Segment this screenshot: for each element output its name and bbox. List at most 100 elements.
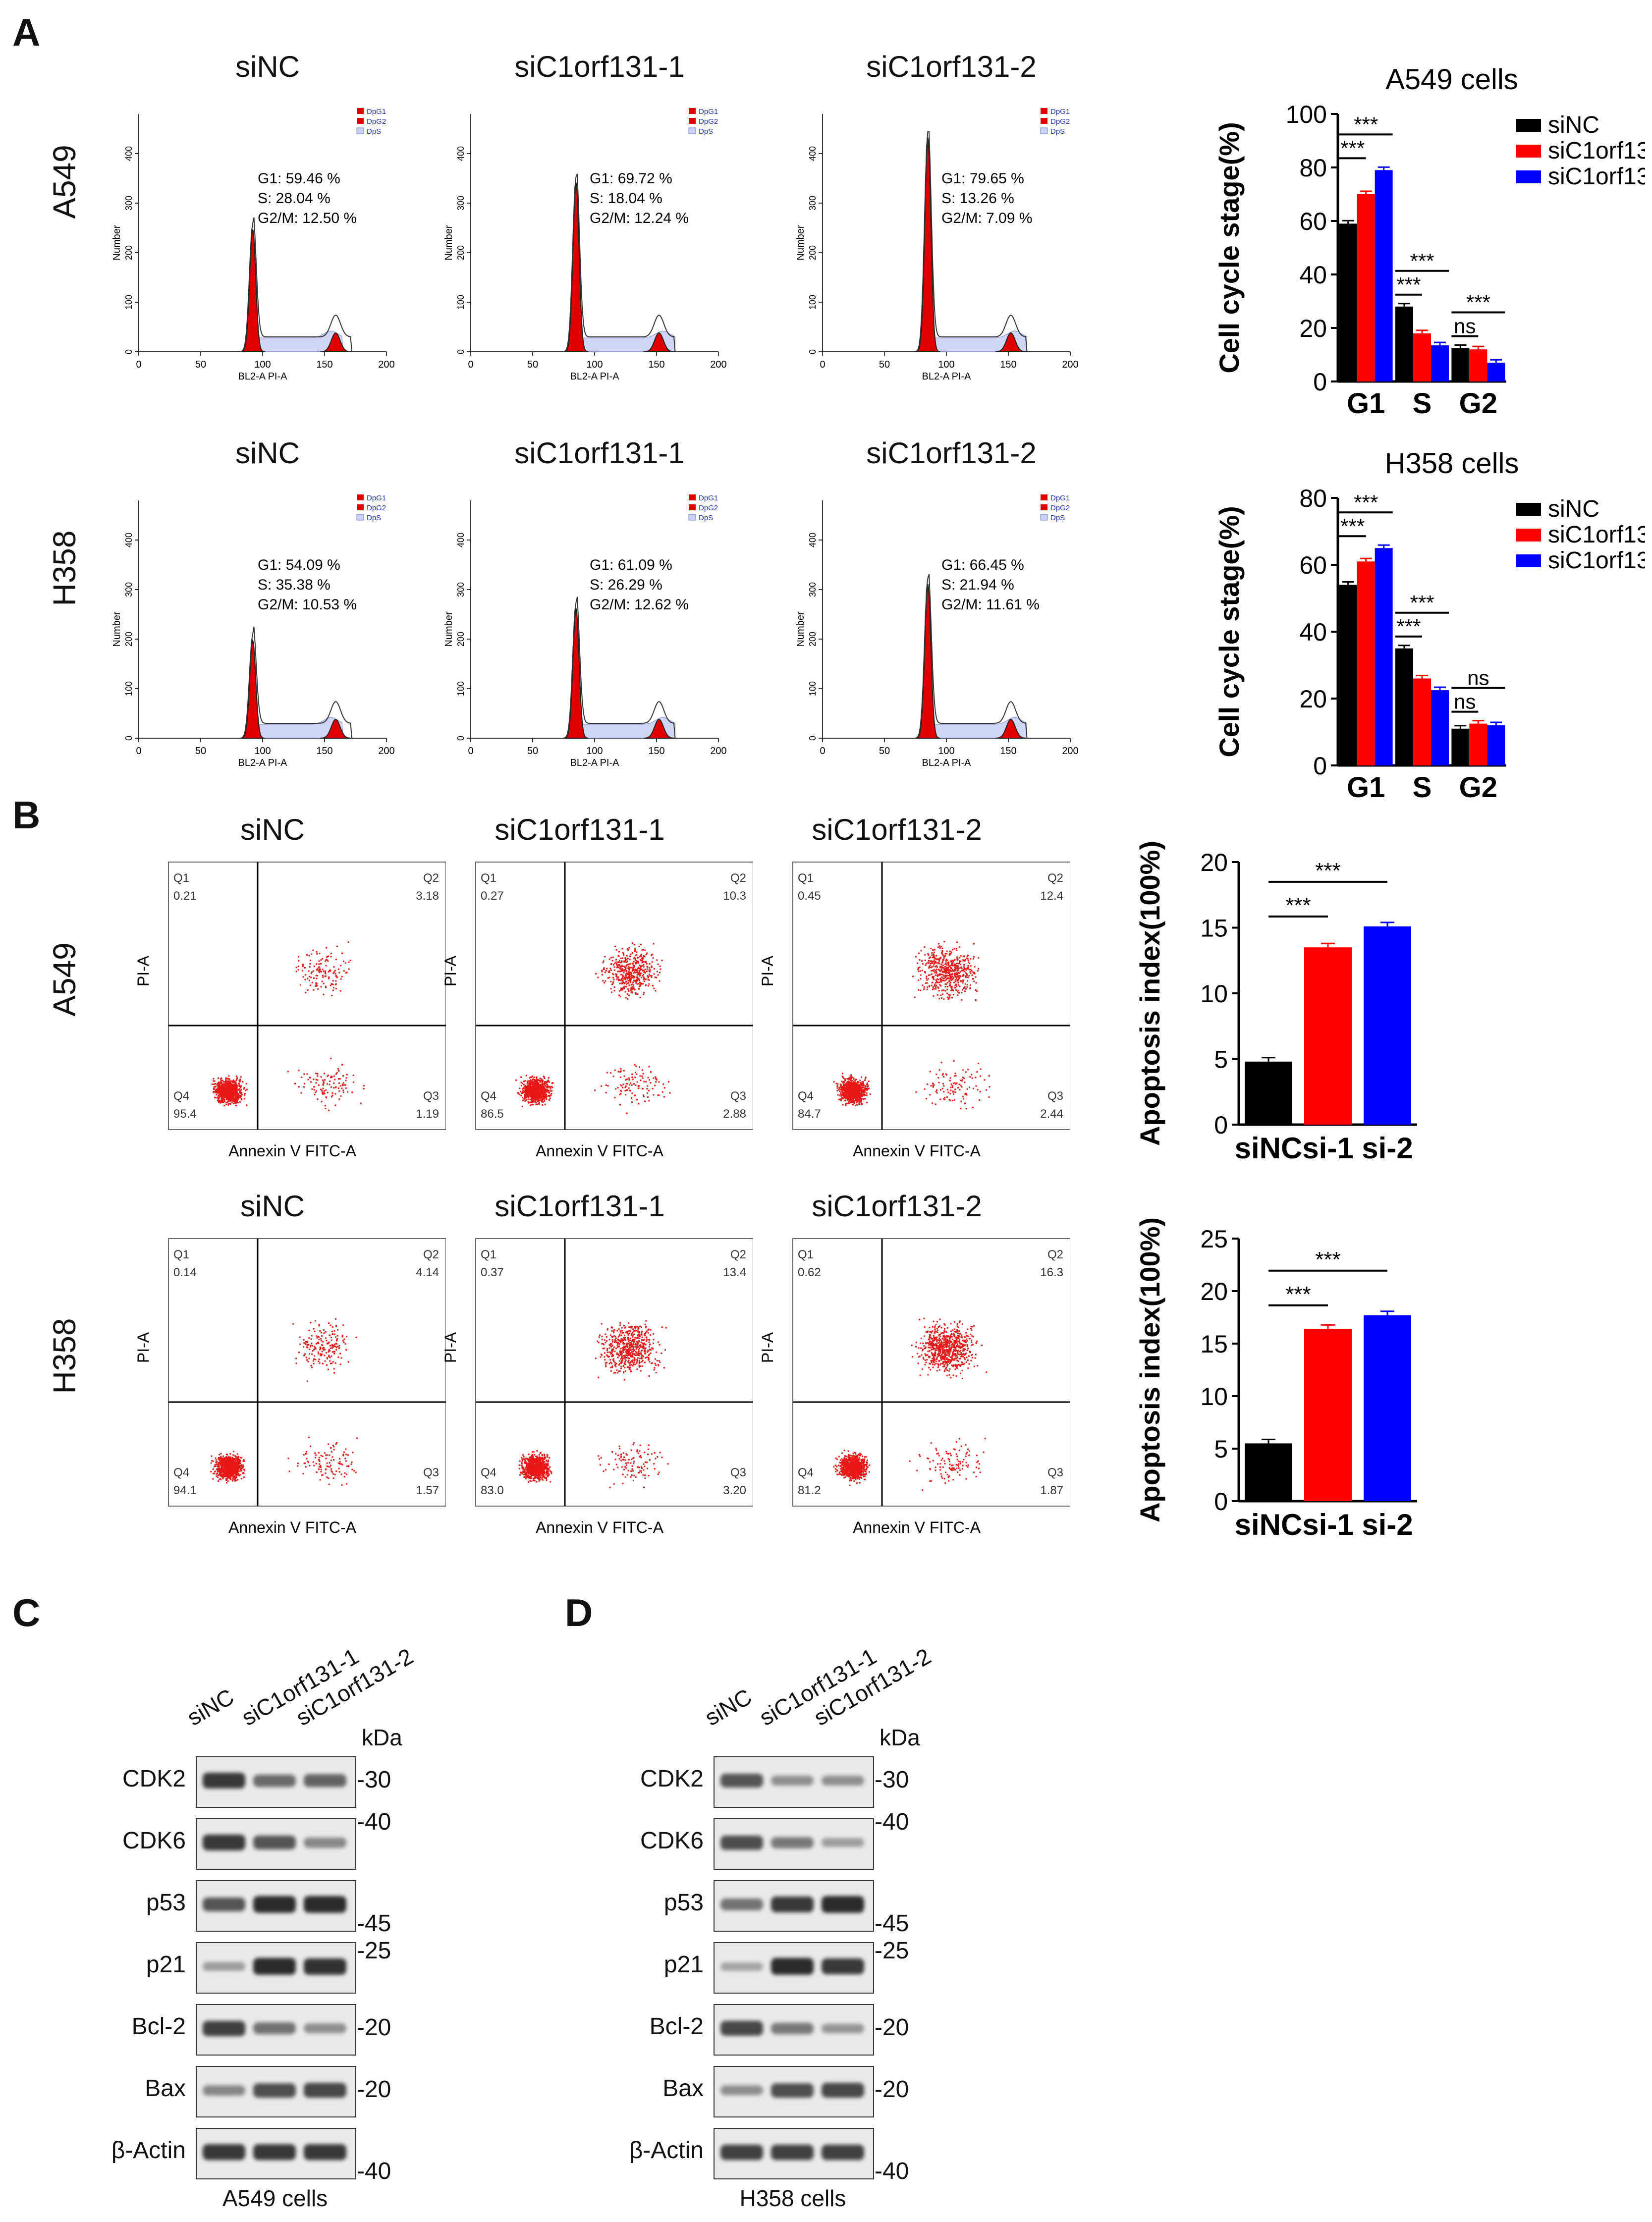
protein-label: β-Actin <box>111 2137 186 2164</box>
svg-text:G1: 59.46 %: G1: 59.46 % <box>258 170 340 187</box>
svg-text:300: 300 <box>808 196 818 211</box>
protein-band <box>822 2023 864 2033</box>
svg-text:DpS: DpS <box>699 127 713 136</box>
svg-text:50: 50 <box>527 359 538 370</box>
legend-entry: siC1orf131-2 <box>1548 547 1645 574</box>
svg-text:G1: 66.45 %: G1: 66.45 % <box>941 557 1024 573</box>
kda-marker: -20 <box>357 2014 391 2041</box>
protein-band <box>304 1896 346 1913</box>
kda-marker: -40 <box>357 1809 391 1835</box>
svg-text:300: 300 <box>124 582 134 597</box>
svg-text:DpS: DpS <box>367 127 381 136</box>
legend-entry: siC1orf131-1 <box>1548 138 1645 164</box>
protein-band <box>253 2144 296 2160</box>
significance-label: *** <box>1285 1282 1311 1306</box>
chart-y-label: Apoptosis index(100%) <box>1134 1217 1165 1522</box>
svg-text:BL2-A PI-A: BL2-A PI-A <box>922 371 972 382</box>
panel-letter-b: B <box>12 793 41 837</box>
svg-text:300: 300 <box>456 196 466 211</box>
protein-band <box>720 2021 763 2036</box>
significance-label: ns <box>1454 315 1476 338</box>
svg-text:Q2: Q2 <box>1047 871 1063 885</box>
bar-si-2 <box>1364 926 1411 1125</box>
protein-band <box>203 1962 245 1971</box>
protein-label: Bcl-2 <box>649 2013 704 2040</box>
protein-band <box>822 2083 864 2098</box>
panel-letter-a: A <box>12 10 41 54</box>
protein-band <box>720 2144 763 2160</box>
svg-text:G2/M: 12.62 %: G2/M: 12.62 % <box>590 596 689 613</box>
svg-text:150: 150 <box>648 359 664 370</box>
svg-text:200: 200 <box>378 746 394 757</box>
svg-text:BL2-A PI-A: BL2-A PI-A <box>238 371 288 382</box>
bar-s-2 <box>1431 345 1449 381</box>
svg-text:50: 50 <box>527 746 538 757</box>
svg-text:100: 100 <box>254 359 271 370</box>
bar-chart-h358-apoptosis: Apoptosis index(100%) 0 5 10 15 20 25 siNC si-1 s… <box>1134 1217 1417 1541</box>
protein-band <box>253 1958 296 1975</box>
protein-band <box>771 2022 814 2034</box>
kda-marker: -25 <box>357 1938 391 1964</box>
protein-band <box>771 2083 814 2098</box>
protein-band <box>253 1896 296 1913</box>
y-tick-label: 20 <box>1200 1278 1228 1305</box>
kda-marker: -40 <box>357 2158 391 2184</box>
svg-text:PI-A: PI-A <box>441 955 459 986</box>
svg-text:S: 18.04 %: S: 18.04 % <box>590 190 662 207</box>
svg-text:2.88: 2.88 <box>723 1107 746 1121</box>
annexin-pi-scatter: Q1 0.27 Q2 10.3 Q4 86.5 Q3 2.88 Annexin V FITC-A… <box>441 862 753 1160</box>
blot-strip <box>196 1880 356 1932</box>
protein-label: p21 <box>663 1951 704 1978</box>
bar-s-1 <box>1413 333 1431 381</box>
protein-band <box>253 2083 296 2098</box>
svg-text:300: 300 <box>808 582 818 597</box>
svg-text:100: 100 <box>254 746 271 757</box>
svg-text:0: 0 <box>820 746 825 757</box>
significance-label: ns <box>1454 690 1476 713</box>
protein-label: CDK2 <box>640 1766 704 1792</box>
bar-g2-1 <box>1469 723 1487 765</box>
svg-text:BL2-A PI-A: BL2-A PI-A <box>238 758 288 768</box>
svg-text:DpS: DpS <box>367 514 381 522</box>
kda-marker: -45 <box>357 1910 391 1937</box>
svg-text:0: 0 <box>468 359 473 370</box>
cell-cycle-histogram: 0 50 100 150 200 0 100 200 300 400 Number BL2-A PI-… <box>795 494 1079 768</box>
protein-band <box>822 1958 864 1974</box>
svg-text:50: 50 <box>195 359 206 370</box>
svg-text:DpG2: DpG2 <box>699 117 718 126</box>
histogram-title: siC1orf131-2 <box>866 436 1037 470</box>
blot-strip <box>714 1880 874 1932</box>
panel-letter-d: D <box>565 1591 593 1634</box>
kda-marker: -30 <box>875 1767 909 1793</box>
svg-text:DpG2: DpG2 <box>367 504 386 512</box>
significance-label: *** <box>1410 249 1434 272</box>
svg-text:0.45: 0.45 <box>798 889 821 903</box>
svg-text:Q1: Q1 <box>798 871 814 885</box>
significance-label: *** <box>1410 591 1434 614</box>
svg-text:300: 300 <box>456 582 466 597</box>
category-label: S <box>1413 387 1432 420</box>
svg-text:12.4: 12.4 <box>1040 889 1063 903</box>
svg-text:200: 200 <box>1062 359 1078 370</box>
category-label: si-2 <box>1362 1132 1413 1165</box>
svg-text:Q4: Q4 <box>798 1089 814 1103</box>
chart-y-label: Apoptosis index(100%) <box>1134 841 1165 1146</box>
svg-text:DpG2: DpG2 <box>1050 504 1070 512</box>
y-tick-label: 40 <box>1299 261 1327 289</box>
flow-plot-title: siNC <box>240 813 305 846</box>
bar-g2-0 <box>1451 348 1470 381</box>
y-tick-label: 60 <box>1299 208 1327 235</box>
bar-s-2 <box>1431 690 1449 765</box>
histogram-title: siC1orf131-1 <box>514 50 685 83</box>
protein-band <box>203 2085 245 2096</box>
protein-band <box>304 1837 346 1848</box>
cell-cycle-histogram: 0 50 100 150 200 0 100 200 300 400 Number BL2-A PI-… <box>795 108 1079 382</box>
svg-text:0: 0 <box>456 349 466 354</box>
y-tick-label: 15 <box>1200 915 1228 942</box>
bar-g1-1 <box>1357 561 1375 765</box>
svg-text:Q3: Q3 <box>423 1089 439 1103</box>
significance-label: *** <box>1340 514 1365 538</box>
svg-text:0: 0 <box>136 359 141 370</box>
svg-text:Q3: Q3 <box>1047 1089 1063 1103</box>
legend-entry: siC1orf131-1 <box>1548 522 1645 548</box>
